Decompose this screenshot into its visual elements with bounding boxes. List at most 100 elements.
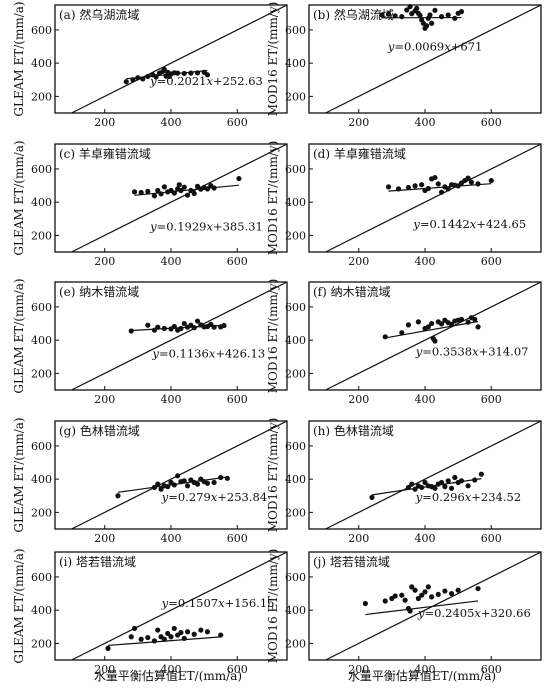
data-point	[422, 479, 428, 486]
data-point	[475, 324, 481, 330]
x-tick-label: 600	[481, 393, 502, 406]
regression-line	[385, 320, 479, 339]
data-point	[211, 185, 217, 191]
panel-title: (f) 纳木错流域	[313, 285, 391, 299]
panel-j: 200 400 600 200 400 600 (j) 塔若错流域 y=0.2405x+320…	[266, 549, 542, 676]
x-tick-label: 400	[415, 116, 436, 129]
y-axis-label: MOD16 ET/(mm/y)	[266, 2, 280, 117]
panel-title: (a) 然乌湖流域	[59, 7, 139, 22]
y-tick-label: 600	[31, 301, 52, 314]
y-tick-label: 600	[31, 571, 52, 584]
data-point	[478, 471, 484, 477]
data-point	[442, 484, 448, 490]
x-tick-label: 200	[94, 393, 115, 406]
y-tick-label: 200	[285, 90, 306, 103]
y-tick-label: 600	[31, 24, 52, 37]
one-to-one-line	[325, 4, 542, 114]
data-point	[171, 323, 177, 330]
data-point	[155, 187, 161, 194]
x-tick-label: 400	[415, 663, 436, 676]
data-point	[362, 600, 368, 607]
data-point	[165, 484, 171, 490]
data-point	[438, 14, 445, 20]
data-point	[105, 645, 111, 651]
y-tick-label: 200	[31, 229, 52, 242]
data-point	[475, 181, 481, 187]
y-tick-label: 400	[285, 604, 306, 617]
one-to-one-line	[71, 4, 288, 114]
x-tick-label: 200	[348, 116, 369, 129]
data-point	[204, 629, 211, 635]
x-tick-label: 400	[415, 393, 436, 406]
data-point	[178, 325, 184, 332]
x-tick-label: 600	[481, 116, 502, 129]
data-point	[429, 320, 435, 327]
data-point	[158, 191, 164, 197]
data-point	[412, 486, 418, 492]
data-point	[452, 474, 458, 481]
data-point	[412, 587, 418, 593]
y-axis-label: GLEAM ET/(mm/a)	[12, 1, 26, 116]
data-point	[458, 316, 465, 322]
data-point	[382, 598, 388, 604]
data-point	[399, 592, 405, 598]
data-point	[151, 638, 158, 644]
data-point	[128, 328, 134, 334]
one-to-one-line	[71, 281, 288, 391]
panel-f: 200 400 600 200 400 600 (f) 纳木错流域 y=0.3538x+314…	[266, 279, 542, 406]
data-point	[171, 625, 177, 632]
data-point	[145, 634, 151, 641]
data-point	[415, 595, 421, 602]
data-point	[145, 73, 151, 80]
x-tick-label: 200	[94, 116, 115, 129]
data-point	[138, 189, 144, 196]
data-point	[161, 325, 167, 332]
one-to-one-line	[71, 551, 288, 661]
x-tick-label: 400	[161, 393, 182, 406]
data-point	[475, 585, 481, 592]
data-point	[385, 184, 392, 190]
y-tick-label: 400	[285, 473, 306, 486]
y-tick-label: 600	[31, 440, 52, 453]
data-point	[424, 23, 430, 29]
data-point	[422, 589, 428, 595]
data-point	[448, 590, 455, 597]
x-tick-label: 400	[161, 532, 182, 545]
data-point	[221, 322, 227, 329]
data-point	[392, 593, 398, 599]
data-point	[184, 629, 191, 635]
panel-b: 200 400 600 200 400 600 (b) 然乌湖流域 y=0.0069x+671…	[266, 2, 542, 129]
x-tick-label: 600	[227, 532, 248, 545]
y-axis-label: MOD16 ET/(mm/y)	[266, 141, 280, 256]
x-axis-label-right: 水量平衡估算值ET/(mm/a)	[348, 668, 496, 683]
y-tick-label: 600	[31, 163, 52, 176]
data-point	[417, 12, 423, 18]
data-point	[385, 11, 392, 17]
data-point	[432, 7, 438, 13]
x-tick-label: 400	[161, 116, 182, 129]
data-point	[442, 588, 448, 594]
data-point	[405, 484, 412, 491]
x-tick-label: 600	[227, 255, 248, 268]
data-point	[181, 478, 187, 484]
panel-i: 200 400 600 200 400 600 (i) 塔若错流域 y=0.1507x+156…	[12, 548, 288, 676]
data-point	[419, 484, 425, 491]
data-point	[188, 187, 194, 194]
data-point	[405, 322, 412, 328]
data-point	[438, 479, 445, 486]
data-point	[211, 479, 217, 486]
data-point	[211, 324, 217, 330]
y-tick-label: 200	[285, 506, 306, 519]
panels-group: 200 400 600 200 400 600 (a) 然乌湖流域 y=0.2021x+252…	[12, 1, 542, 676]
panel-title: (c) 羊卓雍错流域	[59, 146, 151, 161]
x-tick-label: 600	[227, 116, 248, 129]
data-point	[432, 338, 438, 344]
data-point	[409, 481, 415, 487]
x-tick-label: 400	[161, 255, 182, 268]
data-point	[184, 192, 191, 198]
regression-line	[134, 184, 240, 196]
regression-equation: y=0.279x+253.84	[161, 490, 267, 504]
data-point	[395, 186, 402, 192]
y-tick-label: 400	[31, 334, 52, 347]
